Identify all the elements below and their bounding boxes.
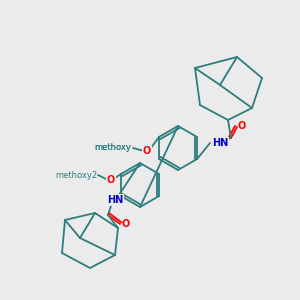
Text: O: O: [238, 121, 246, 131]
Text: HN: HN: [212, 138, 228, 148]
Text: HN: HN: [107, 195, 123, 205]
Text: O: O: [143, 146, 151, 156]
Text: O: O: [107, 175, 115, 185]
Text: methoxy: methoxy: [94, 143, 131, 152]
Text: O: O: [122, 219, 130, 229]
Text: methoxy2: methoxy2: [55, 170, 97, 179]
Text: methoxy: methoxy: [94, 143, 131, 152]
